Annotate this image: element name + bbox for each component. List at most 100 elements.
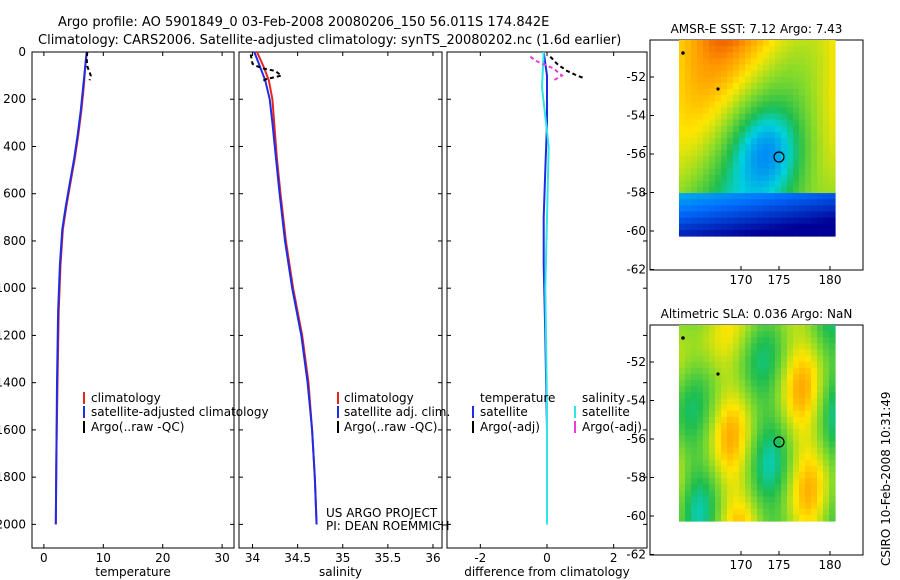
map-cell (703, 64, 710, 72)
map-cell (685, 46, 692, 53)
map-cell (691, 144, 698, 151)
map-cell (715, 472, 722, 479)
map-cell (757, 52, 764, 59)
legend-satellite-adjusted: satellite-adjusted climatology (91, 405, 269, 419)
map-cell (733, 58, 740, 66)
map-cell (739, 82, 746, 90)
map-cell (763, 107, 770, 115)
map-y-tick-label: -54 (626, 394, 646, 408)
map-cell (793, 144, 800, 151)
y-tick-label: 2000 (0, 517, 26, 531)
map-cell (823, 380, 830, 387)
map-cell (793, 52, 800, 59)
map-cell (709, 380, 716, 387)
map-cell (763, 423, 770, 430)
map-cell (715, 217, 722, 225)
map-cell (775, 144, 782, 151)
map-cell (769, 502, 776, 510)
map-cell (781, 404, 788, 412)
map-cell (691, 337, 698, 344)
map-cell (709, 58, 716, 66)
map-cell (793, 392, 800, 400)
map-cell (793, 361, 800, 369)
legend-sal-argo: Argo(-adj) (582, 420, 642, 434)
map-cell (679, 435, 686, 442)
map-cell (793, 40, 800, 47)
map-cell (757, 162, 764, 170)
map-cell (769, 107, 776, 115)
map-cell (823, 367, 830, 375)
map-cell (829, 423, 836, 430)
map-cell (817, 52, 824, 59)
map-cell (751, 46, 758, 53)
map-cell (685, 343, 692, 351)
map-cell (751, 349, 758, 357)
map-cell (745, 423, 752, 430)
legend-argo-sal: Argo(..raw -QC) (344, 420, 437, 434)
map-cell (679, 423, 686, 430)
map-cell (757, 119, 764, 127)
map-cell (805, 374, 812, 381)
map-cell (721, 150, 728, 157)
map-cell (757, 325, 764, 332)
map-cell (763, 496, 770, 504)
map-cell (679, 205, 686, 213)
map-cell (799, 478, 806, 485)
map-cell (781, 374, 788, 381)
map-cell (805, 398, 812, 406)
map-cell (745, 187, 752, 194)
map-cell (733, 52, 740, 59)
map-cell (751, 76, 758, 84)
map-cell (805, 361, 812, 369)
map-cell (685, 367, 692, 375)
map-cell (739, 162, 746, 170)
map-cell (817, 107, 824, 115)
map-cell (733, 472, 740, 479)
map-cell (763, 355, 770, 363)
map-cell (685, 496, 692, 504)
map-cell (817, 447, 824, 455)
map-cell (703, 223, 710, 231)
map-cell (763, 416, 770, 424)
map-cell (679, 472, 686, 479)
map-cell (685, 514, 692, 522)
map-cell (829, 162, 836, 170)
map-cell (793, 107, 800, 115)
map-cell (691, 162, 698, 170)
map-cell (679, 174, 686, 182)
map-cell (679, 64, 686, 72)
map-cell (757, 40, 764, 47)
map-cell (721, 386, 728, 393)
map-cell (787, 101, 794, 108)
map-cell (691, 168, 698, 176)
map-cell (823, 435, 830, 442)
map-cell (751, 386, 758, 393)
map-cell (721, 58, 728, 66)
map-cell (817, 380, 824, 387)
map-cell (775, 162, 782, 170)
map-cell (769, 162, 776, 170)
map-cell (709, 125, 716, 133)
map-cell (685, 459, 692, 467)
map-cell (733, 199, 740, 206)
map-cell (739, 113, 746, 121)
map-cell (775, 211, 782, 219)
map-cell (739, 101, 746, 108)
map-cell (733, 435, 740, 442)
map-cell (679, 374, 686, 381)
x-tick-label: 0 (40, 551, 48, 565)
map-cell (715, 229, 722, 237)
map-cell (697, 211, 704, 219)
map-cell (757, 331, 764, 338)
map-cell (751, 180, 758, 188)
map-cell (703, 40, 710, 47)
map-cell (823, 441, 830, 449)
map-cell (751, 64, 758, 72)
map-cell (763, 199, 770, 206)
map-cell (721, 131, 728, 139)
map-cell (817, 331, 824, 338)
map-cell (715, 423, 722, 430)
map-cell (823, 107, 830, 115)
map-cell (769, 361, 776, 369)
